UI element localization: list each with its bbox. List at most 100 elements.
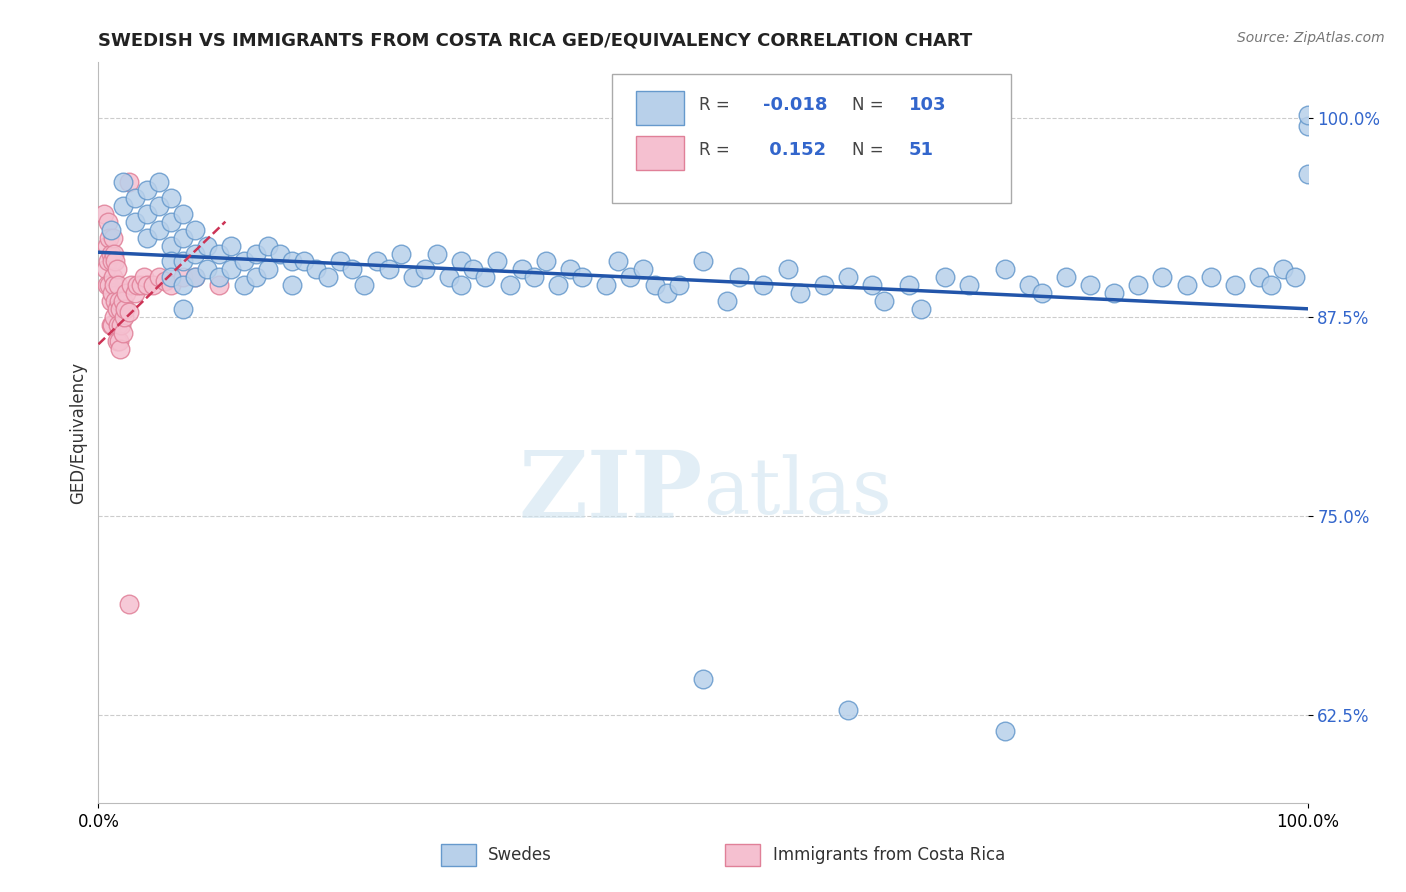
Point [316,270,339,285]
Point [789,286,811,301]
Point [104,294,127,309]
FancyBboxPatch shape [637,136,683,169]
Point [245,270,267,285]
Point [172,302,194,317]
Point [101,230,124,244]
Point [1296,108,1319,122]
Point [148,222,170,236]
Point [208,278,231,293]
Point [96,238,118,252]
FancyBboxPatch shape [440,844,475,866]
Point [172,254,194,268]
Point [107,318,129,333]
Point [292,254,315,268]
Point [111,175,134,189]
Point [112,310,135,325]
Point [195,262,218,277]
Point [101,270,124,285]
Point [160,238,183,252]
Point [534,254,557,268]
Point [221,238,243,252]
Point [232,254,254,268]
Point [184,270,207,285]
Text: N =: N = [852,96,883,114]
Point [100,254,122,268]
Point [97,254,120,268]
Point [644,278,666,293]
Point [305,262,328,277]
Point [100,294,122,309]
Point [148,270,170,285]
Point [752,278,775,293]
Point [103,310,125,325]
Point [353,278,375,293]
Text: 103: 103 [908,96,946,114]
Point [910,302,932,317]
Point [120,278,142,293]
Text: R =: R = [699,141,730,159]
Point [103,246,125,260]
Point [486,254,509,268]
Point [184,270,207,285]
Point [232,278,254,293]
Point [172,207,194,221]
Text: ZIP: ZIP [519,447,703,537]
Point [1272,262,1295,277]
Point [160,270,183,285]
Point [728,270,751,285]
Point [281,254,304,268]
Point [100,286,122,301]
Point [897,278,920,293]
Text: -0.018: -0.018 [763,96,828,114]
Point [124,286,146,301]
Point [208,246,231,260]
Point [108,294,131,309]
Point [93,207,115,221]
Point [124,191,146,205]
Text: Source: ZipAtlas.com: Source: ZipAtlas.com [1237,31,1385,45]
Point [127,278,149,293]
Point [172,278,194,293]
Point [474,270,496,285]
Point [100,246,122,260]
Point [716,294,738,309]
Point [111,199,134,213]
FancyBboxPatch shape [637,91,683,126]
Point [98,278,121,293]
Point [1260,278,1282,293]
Point [135,230,157,244]
Point [1102,286,1125,301]
Point [195,238,218,252]
Point [571,270,593,285]
Point [1284,270,1306,285]
Point [607,254,630,268]
Point [111,326,134,340]
Point [692,672,714,686]
Point [994,724,1017,739]
Point [184,246,207,260]
Point [105,302,128,317]
Point [1175,278,1198,293]
Point [547,278,569,293]
Point [1296,119,1319,133]
Point [135,278,157,293]
Point [329,254,352,268]
Y-axis label: GED/Equivalency: GED/Equivalency [69,361,87,504]
Point [135,183,157,197]
Point [860,278,883,293]
Point [148,199,170,213]
Text: R =: R = [699,96,730,114]
Point [450,278,472,293]
Point [1031,286,1053,301]
Point [595,278,617,293]
Point [114,302,136,317]
Point [558,262,581,277]
Point [510,262,533,277]
Point [105,334,128,348]
Point [1054,270,1077,285]
Point [281,278,304,293]
Point [631,262,654,277]
Point [108,342,131,356]
Point [813,278,835,293]
Point [98,230,121,244]
